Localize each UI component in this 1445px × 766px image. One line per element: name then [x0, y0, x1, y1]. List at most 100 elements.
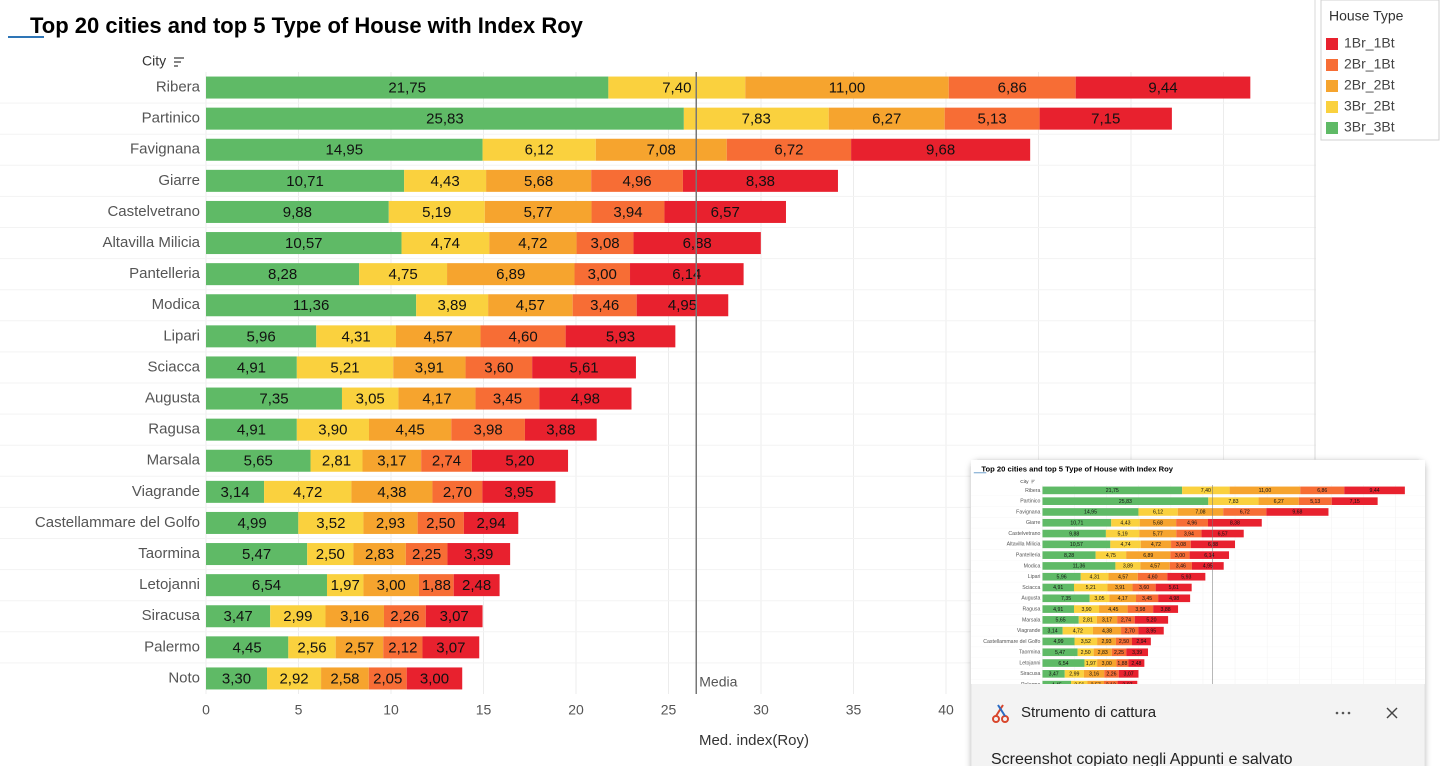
bar-segment — [726, 138, 852, 161]
data-label: 4,45 — [396, 422, 425, 439]
y-tick-label: Lipari — [163, 327, 200, 344]
data-label: 6,57 — [711, 204, 740, 221]
bar-segment — [404, 169, 487, 192]
bar-segment — [368, 418, 452, 441]
data-label: 4,72 — [518, 235, 547, 252]
notification-app: Strumento di cattura — [1021, 704, 1157, 721]
bar-segment — [401, 232, 490, 255]
legend-swatch — [1326, 80, 1338, 92]
y-tick-label: Modica — [152, 296, 201, 313]
bar-segment — [664, 200, 786, 223]
data-label: 6,27 — [872, 111, 901, 128]
data-label: 5,61 — [569, 359, 598, 376]
data-label: 4,45 — [233, 639, 262, 656]
y-tick-label: Altavilla Milicia — [102, 234, 200, 251]
data-label: 3,45 — [493, 391, 522, 408]
data-label: 11,36 — [293, 297, 329, 314]
bar-segment — [447, 263, 575, 286]
bar-segment — [576, 232, 634, 255]
data-label: 1,88 — [422, 577, 451, 594]
data-label: 2,94 — [476, 515, 505, 532]
x-tick-label: 0 — [202, 702, 210, 718]
x-tick-label: 35 — [846, 702, 862, 718]
data-label: 2,58 — [330, 670, 359, 687]
data-label: 4,75 — [389, 266, 418, 283]
data-label: 2,05 — [373, 670, 402, 687]
data-label: 5,20 — [505, 453, 534, 470]
bar-segment — [335, 636, 384, 659]
data-label: 2,92 — [279, 670, 308, 687]
data-label: 4,98 — [571, 391, 600, 408]
notification-thumbnail[interactable] — [971, 460, 1428, 726]
x-tick-label: 40 — [938, 702, 954, 718]
bar-segment — [341, 387, 399, 410]
bar-segment — [828, 107, 945, 130]
bar-segment — [359, 263, 448, 286]
close-button[interactable] — [1386, 707, 1398, 719]
bars: Ribera 21,75 7,40 11,00 6,86 9,44 Partinico 25,… — [35, 76, 1251, 690]
bar-segment — [851, 138, 1031, 161]
data-label: 2,93 — [376, 515, 405, 532]
data-label: 4,96 — [622, 173, 651, 190]
bar-segment — [475, 387, 540, 410]
data-label: 3,89 — [438, 297, 467, 314]
bar-segment — [206, 169, 405, 192]
data-label: 4,57 — [516, 297, 545, 314]
bar-segment — [206, 263, 360, 286]
bar-segment — [453, 574, 500, 597]
bar-segment — [206, 418, 297, 441]
data-label: 2,50 — [316, 546, 345, 563]
bar-segment — [574, 263, 631, 286]
bar-segment — [471, 449, 569, 472]
data-label: 2,48 — [462, 577, 491, 594]
data-label: 3,46 — [590, 297, 619, 314]
bar-segment — [362, 449, 422, 472]
data-label: 8,38 — [746, 173, 775, 190]
data-label: 3,95 — [504, 484, 533, 501]
data-label: 5,13 — [978, 111, 1007, 128]
bar-segment — [206, 667, 268, 690]
bar-segment — [480, 325, 566, 348]
data-label: 6,14 — [672, 266, 701, 283]
bar-segment — [463, 511, 519, 534]
bar-segment — [451, 418, 525, 441]
x-tick-label: 15 — [476, 702, 492, 718]
y-tick-label: Giarre — [158, 172, 200, 189]
data-label: 11,00 — [829, 80, 865, 97]
data-label: 2,26 — [390, 608, 419, 625]
data-label: 3,00 — [420, 670, 449, 687]
bar-segment — [636, 294, 729, 317]
data-label: 7,15 — [1091, 111, 1120, 128]
bar-segment — [447, 543, 511, 566]
data-label: 1,97 — [331, 577, 360, 594]
bar-segment — [683, 107, 829, 130]
y-tick-label: Augusta — [145, 390, 201, 407]
sort-icon[interactable] — [174, 57, 184, 67]
bar-segment — [267, 667, 322, 690]
data-label: 4,95 — [668, 297, 697, 314]
bar-segment — [488, 294, 573, 317]
bar-segment — [353, 543, 406, 566]
bar-segment — [388, 200, 485, 223]
bar-segment — [682, 169, 838, 192]
bar-segment — [206, 232, 402, 255]
legend-swatch — [1326, 38, 1338, 50]
data-label: 10,57 — [285, 235, 323, 252]
data-label: 5,96 — [247, 328, 276, 345]
data-label: 3,16 — [340, 608, 369, 625]
y-tick-label: Siracusa — [142, 607, 201, 624]
bar-segment — [310, 449, 363, 472]
legend-box — [1320, 0, 1440, 141]
bar-segment — [398, 387, 476, 410]
data-label: 3,08 — [590, 235, 619, 252]
bar-segment — [425, 605, 483, 628]
data-label: 4,91 — [237, 359, 266, 376]
bar-segment — [206, 325, 317, 348]
bar-segment — [288, 636, 336, 659]
chart: 0510152025303540455055 Top 20 cities and… — [0, 12, 1316, 749]
bar-segment — [484, 200, 592, 223]
data-label: 7,40 — [662, 80, 691, 97]
bar-segment — [422, 636, 480, 659]
more-button[interactable] — [1335, 711, 1351, 715]
data-label: 5,65 — [244, 453, 273, 470]
